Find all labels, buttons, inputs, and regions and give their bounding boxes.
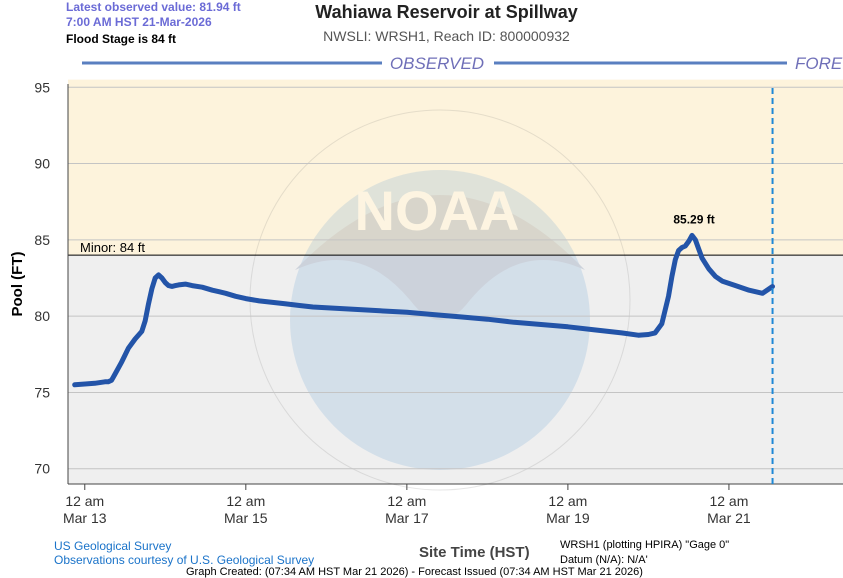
flood-band-upper [68,79,843,256]
chart-title: Wahiawa Reservoir at Spillway [315,2,578,22]
x-tick-label: Mar 21 [707,510,751,526]
x-tick-label: Mar 19 [546,510,590,526]
annotations-layer: OBSERVED FORE 85.29 ft [82,54,843,484]
normal-band-lower [68,255,843,484]
y-tick-label: 90 [34,156,50,172]
x-tick-label: Mar 13 [63,510,107,526]
series-plotting-note: WRSH1 (plotting HPIRA) "Gage 0" [560,539,730,551]
noaa-watermark-logo: NOAA [249,109,631,491]
flood-stage-line: Minor: 84 ft [68,240,843,256]
y-tick-label: 75 [34,384,50,400]
latest-observed-time: 7:00 AM HST 21-Mar-2026 [66,15,212,29]
y-axis-title: Pool (FT) [9,252,26,317]
watermark-gull [295,195,585,320]
series-layer [72,232,775,388]
x-tick-label: 12 am [709,493,748,509]
x-tick-label: 12 am [226,493,265,509]
y-tick-label: 80 [34,308,50,324]
datum-note: Datum (N/A): N/A' [560,554,648,566]
stage-bands [68,79,843,484]
x-tick-label: 12 am [65,493,104,509]
x-tick-label: 12 am [548,493,587,509]
y-tick-label: 95 [34,79,50,95]
observed-label: OBSERVED [390,54,484,73]
y-tick-label: 85 [34,232,50,248]
y-tick-label: 70 [34,461,50,477]
grid-lines [68,86,843,470]
x-tick-label: 12 am [387,493,426,509]
watermark-acronym: NOAA [355,179,520,242]
forecast-label: FORE [795,54,843,73]
x-axis-title: Site Time (HST) [419,544,530,561]
peak-value-label: 85.29 ft [673,212,714,226]
x-tick-label: Mar 15 [224,510,268,526]
chart-subtitle: NWSLI: WRSH1, Reach ID: 800000932 [323,28,570,44]
graph-created-note: Graph Created: (07:34 AM HST Mar 21 2026… [186,566,643,578]
x-tick-label: Mar 17 [385,510,429,526]
observed-stage-series [72,232,775,388]
observations-credit-link[interactable]: Observations courtesy of U.S. Geological… [54,553,315,567]
watermark-circle [290,170,590,470]
flood-stage-note: Flood Stage is 84 ft [66,32,177,46]
latest-observed-value: Latest observed value: 81.94 ft [66,0,241,14]
usgs-credit-link[interactable]: US Geological Survey [54,539,172,553]
minor-flood-label: Minor: 84 ft [80,240,145,255]
